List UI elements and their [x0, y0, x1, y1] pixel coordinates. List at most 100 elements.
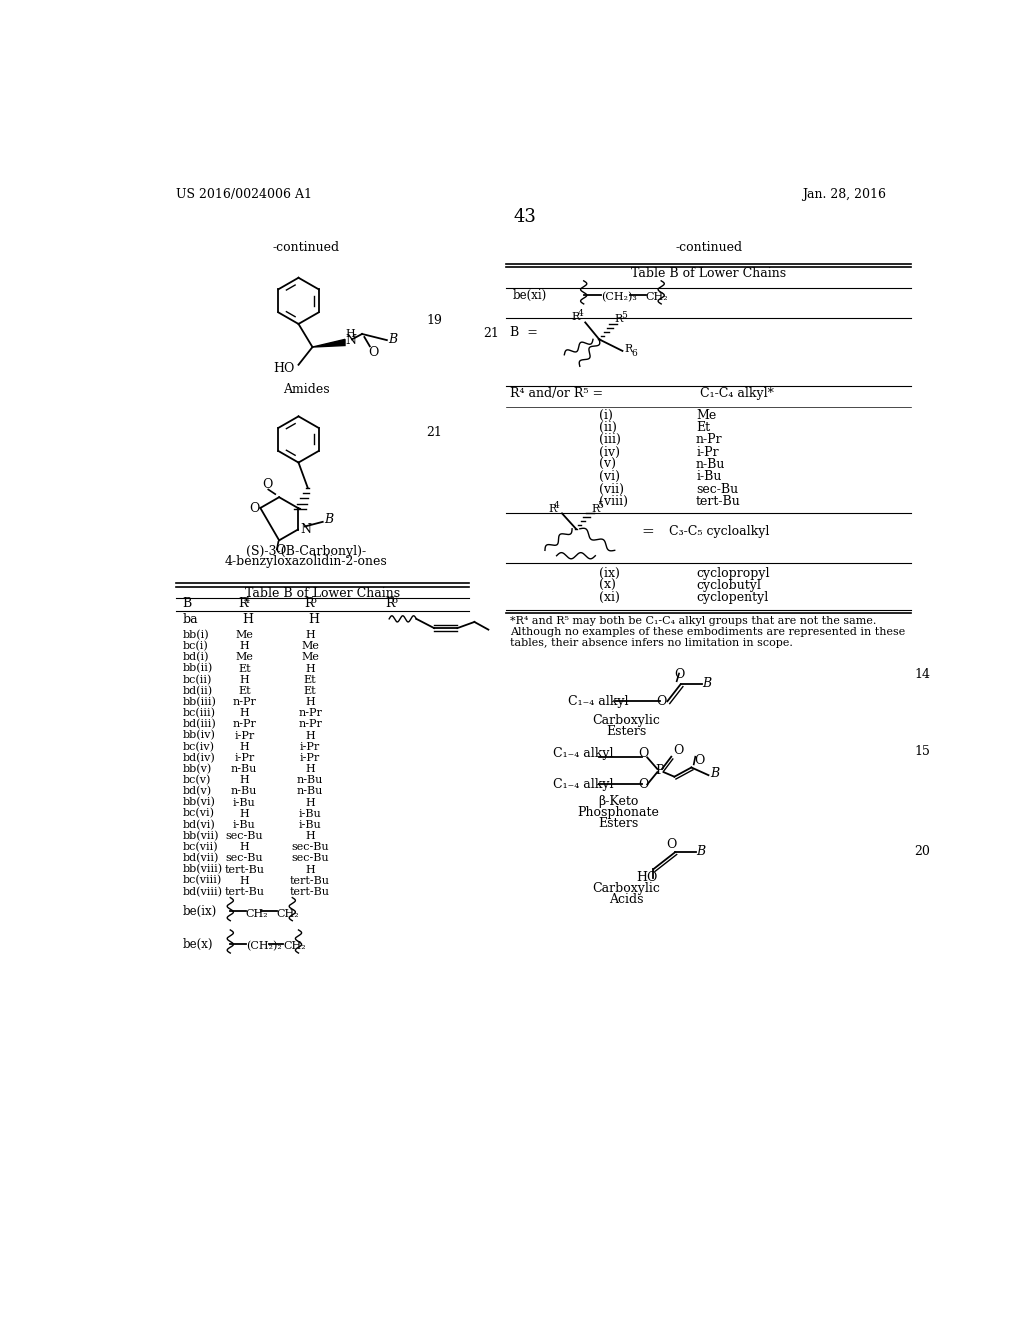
Text: US 2016/0024006 A1: US 2016/0024006 A1: [176, 189, 312, 202]
Text: i-Bu: i-Bu: [232, 797, 256, 808]
Text: O: O: [275, 544, 286, 557]
Text: O: O: [675, 668, 685, 681]
Text: 6: 6: [631, 350, 637, 358]
Text: O: O: [639, 747, 649, 760]
Text: bc(v): bc(v): [182, 775, 211, 785]
Text: Carboxylic: Carboxylic: [593, 714, 660, 727]
Text: 6: 6: [391, 597, 397, 606]
Text: Et: Et: [304, 686, 316, 696]
Text: H: H: [305, 865, 315, 875]
Text: -continued: -continued: [272, 240, 340, 253]
Text: O: O: [262, 478, 272, 491]
Text: H: H: [305, 797, 315, 808]
Text: bb(vii): bb(vii): [182, 830, 219, 841]
Text: R: R: [592, 504, 600, 513]
Text: Although no examples of these embodiments are represented in these: Although no examples of these embodiment…: [510, 627, 905, 638]
Text: Esters: Esters: [598, 817, 639, 830]
Text: B  =: B =: [510, 326, 538, 338]
Text: (ix): (ix): [599, 566, 621, 579]
Text: (iii): (iii): [599, 433, 622, 446]
Text: C₃-C₅ cycloalkyl: C₃-C₅ cycloalkyl: [669, 525, 769, 539]
Text: n-Bu: n-Bu: [696, 458, 725, 471]
Text: O: O: [369, 346, 379, 359]
Text: R: R: [571, 312, 580, 322]
Polygon shape: [312, 339, 345, 347]
Text: C₁-C₄ alkyl*: C₁-C₄ alkyl*: [700, 387, 774, 400]
Text: Et: Et: [696, 421, 711, 434]
Text: 5: 5: [310, 597, 316, 606]
Text: i-Pr: i-Pr: [234, 752, 254, 763]
Text: Me: Me: [696, 409, 717, 421]
Text: B: B: [325, 513, 334, 527]
Text: Et: Et: [238, 664, 251, 673]
Text: O: O: [666, 838, 676, 850]
Text: bd(vi): bd(vi): [182, 820, 215, 830]
Text: Table B of Lower Chains: Table B of Lower Chains: [631, 267, 786, 280]
Text: Acids: Acids: [609, 894, 643, 906]
Text: B: B: [388, 333, 397, 346]
Text: bb(ii): bb(ii): [182, 663, 213, 673]
Text: Phosphonate: Phosphonate: [578, 807, 659, 818]
Text: 14: 14: [914, 668, 931, 681]
Text: (x): (x): [599, 579, 616, 591]
Text: (CH₂)₂: (CH₂)₂: [246, 941, 282, 952]
Text: bd(vii): bd(vii): [182, 853, 219, 863]
Text: β-Keto: β-Keto: [598, 795, 639, 808]
Text: R: R: [304, 598, 313, 610]
Text: (CH₂)₃: (CH₂)₃: [601, 292, 637, 302]
Text: H: H: [305, 764, 315, 774]
Text: H: H: [240, 642, 249, 651]
Text: tert-Bu: tert-Bu: [224, 865, 264, 875]
Text: H: H: [305, 832, 315, 841]
Text: bb(viii): bb(viii): [182, 865, 222, 875]
Text: O: O: [694, 754, 705, 767]
Text: Jan. 28, 2016: Jan. 28, 2016: [802, 189, 886, 202]
Text: =: =: [642, 525, 654, 540]
Text: bd(ii): bd(ii): [182, 685, 212, 696]
Text: C₁₋₄ alkyl: C₁₋₄ alkyl: [553, 779, 613, 791]
Text: 19: 19: [426, 314, 442, 327]
Text: sec-Bu: sec-Bu: [696, 483, 738, 495]
Text: (S)-3-(B-Carbonyl)-: (S)-3-(B-Carbonyl)-: [246, 545, 367, 558]
Text: R: R: [625, 345, 633, 355]
Text: i-Pr: i-Pr: [300, 742, 321, 752]
Text: sec-Bu: sec-Bu: [291, 842, 329, 853]
Text: Et: Et: [304, 675, 316, 685]
Text: n-Pr: n-Pr: [232, 697, 256, 708]
Text: B: B: [702, 677, 712, 690]
Text: H: H: [240, 709, 249, 718]
Text: bb(v): bb(v): [182, 764, 212, 774]
Text: i-Bu: i-Bu: [299, 820, 322, 830]
Text: sec-Bu: sec-Bu: [225, 854, 263, 863]
Text: C₁₋₄ alkyl: C₁₋₄ alkyl: [568, 696, 629, 708]
Text: n-Pr: n-Pr: [298, 709, 323, 718]
Text: i-Bu: i-Bu: [696, 470, 722, 483]
Text: Esters: Esters: [606, 725, 646, 738]
Text: Table B of Lower Chains: Table B of Lower Chains: [245, 586, 400, 599]
Text: Me: Me: [236, 652, 253, 663]
Text: ba: ba: [182, 612, 198, 626]
Text: i-Bu: i-Bu: [299, 809, 322, 818]
Text: n-Pr: n-Pr: [232, 719, 256, 730]
Text: bb(vi): bb(vi): [182, 797, 215, 808]
Text: *R⁴ and R⁵ may both be C₁-C₄ alkyl groups that are not the same.: *R⁴ and R⁵ may both be C₁-C₄ alkyl group…: [510, 616, 877, 626]
Text: (xi): (xi): [599, 591, 621, 605]
Text: tables, their absence infers no limitation in scope.: tables, their absence infers no limitati…: [510, 638, 793, 648]
Text: bb(iii): bb(iii): [182, 697, 216, 708]
Text: H: H: [305, 664, 315, 673]
Text: B: B: [710, 767, 719, 780]
Text: bb(iv): bb(iv): [182, 730, 215, 741]
Text: O: O: [250, 502, 260, 515]
Text: bc(iii): bc(iii): [182, 708, 215, 718]
Text: cyclopropyl: cyclopropyl: [696, 566, 770, 579]
Text: bd(viii): bd(viii): [182, 887, 222, 896]
Text: n-Bu: n-Bu: [297, 775, 324, 785]
Text: bc(vi): bc(vi): [182, 808, 214, 818]
Text: n-Pr: n-Pr: [298, 719, 323, 730]
Text: be(ix): be(ix): [182, 906, 216, 919]
Text: Me: Me: [301, 642, 319, 651]
Text: bd(i): bd(i): [182, 652, 209, 663]
Text: Me: Me: [236, 630, 253, 640]
Text: HO: HO: [273, 363, 295, 375]
Text: bd(iii): bd(iii): [182, 719, 216, 730]
